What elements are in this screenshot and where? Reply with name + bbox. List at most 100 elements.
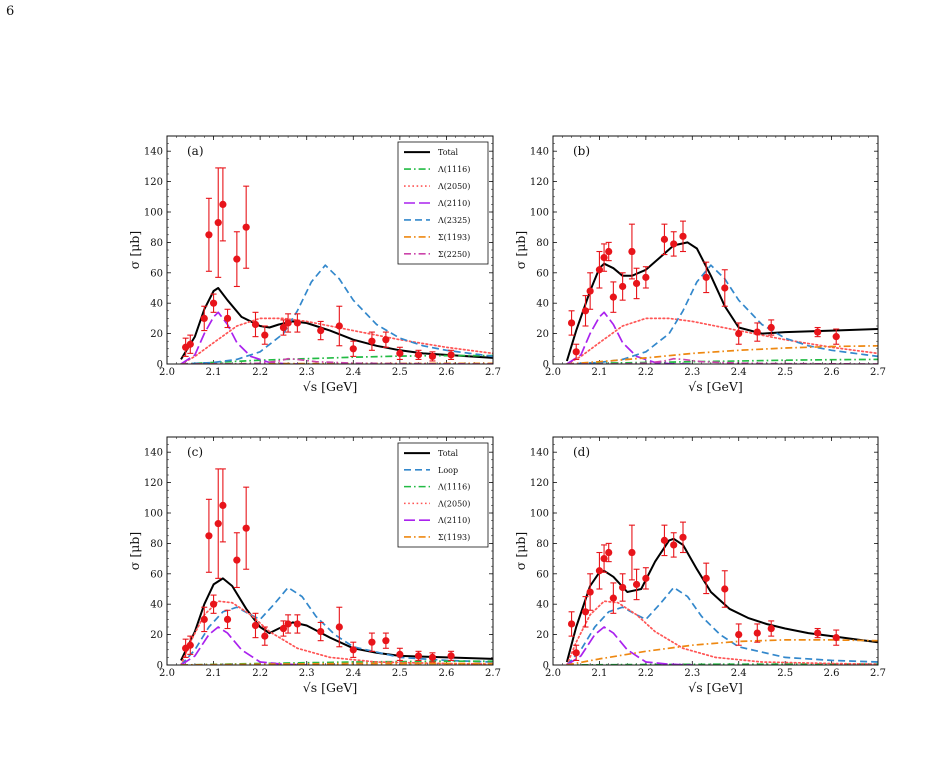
series-line xyxy=(180,660,493,665)
x-tick-label: 2.4 xyxy=(345,668,361,679)
y-tick-label: 20 xyxy=(536,329,549,340)
data-point xyxy=(205,231,213,239)
x-tick-label: 2.3 xyxy=(299,668,315,679)
x-tick-label: 2.5 xyxy=(777,668,793,679)
y-tick-label: 80 xyxy=(150,539,163,550)
data-point xyxy=(214,520,222,528)
x-tick-label: 2.7 xyxy=(870,367,886,378)
data-point xyxy=(293,620,301,628)
data-point xyxy=(284,620,292,628)
data-point xyxy=(581,307,590,315)
series-line xyxy=(180,586,493,665)
data-points xyxy=(567,220,840,360)
y-tick-label: 60 xyxy=(536,268,549,279)
data-point xyxy=(209,299,218,307)
series-line xyxy=(180,354,493,364)
data-point xyxy=(567,319,576,327)
panel-label: (b) xyxy=(573,144,590,158)
x-tick-label: 2.1 xyxy=(591,668,607,679)
y-tick-label: 20 xyxy=(150,329,163,340)
data-point xyxy=(251,621,260,630)
series-line xyxy=(566,639,878,665)
plot-frame xyxy=(166,436,494,666)
series-line xyxy=(566,586,878,665)
data-point xyxy=(660,235,669,243)
data-point xyxy=(219,200,227,208)
data-point xyxy=(284,319,292,327)
y-tick-label: 20 xyxy=(536,630,549,641)
x-tick-label: 2.6 xyxy=(824,367,840,378)
y-tick-label: 0 xyxy=(157,360,163,371)
data-point xyxy=(209,600,218,608)
x-tick-label: 2.1 xyxy=(206,668,222,679)
panel-label: (c) xyxy=(187,445,203,459)
panel-label: (d) xyxy=(573,445,590,459)
x-tick-label: 2.1 xyxy=(591,367,607,378)
data-point xyxy=(223,615,232,624)
curves xyxy=(180,264,493,364)
data-point xyxy=(581,608,590,616)
data-point xyxy=(595,567,604,575)
series-line xyxy=(566,264,878,364)
data-point xyxy=(261,331,269,339)
data-points xyxy=(182,468,455,663)
y-tick-label: 40 xyxy=(150,600,163,611)
data-point xyxy=(670,240,678,248)
y-tick-label: 100 xyxy=(144,208,163,219)
plot-frame xyxy=(552,436,879,666)
data-point xyxy=(721,585,729,593)
data-point xyxy=(396,650,404,658)
data-point xyxy=(609,594,617,602)
data-point xyxy=(317,326,325,335)
data-point xyxy=(428,653,437,662)
y-tick-label: 80 xyxy=(536,238,549,249)
data-point xyxy=(261,632,269,640)
y-axis-label: σ [μb] xyxy=(513,231,528,269)
y-tick-label: 120 xyxy=(144,177,163,188)
data-point xyxy=(605,247,613,256)
series-line xyxy=(566,358,878,364)
y-tick-label: 140 xyxy=(530,448,549,459)
data-point xyxy=(200,314,208,322)
data-point xyxy=(251,320,260,329)
series-line xyxy=(566,311,693,364)
x-tick-label: 2.6 xyxy=(824,668,840,679)
data-point xyxy=(660,536,669,544)
data-point xyxy=(233,556,241,564)
data-point xyxy=(382,637,390,645)
x-tick-label: 2.4 xyxy=(731,668,747,679)
data-point xyxy=(233,255,241,263)
data-point xyxy=(572,348,580,356)
x-axis-label: √s [GeV] xyxy=(303,680,358,695)
data-point xyxy=(279,323,288,332)
x-tick-label: 2.2 xyxy=(252,367,268,378)
x-tick-label: 2.5 xyxy=(392,668,408,679)
series-line xyxy=(181,357,493,364)
data-point xyxy=(572,649,580,657)
y-tick-label: 80 xyxy=(150,238,163,249)
data-point xyxy=(279,624,288,633)
data-point xyxy=(428,352,437,360)
legend-label: Λ(2110) xyxy=(437,199,470,208)
series-line xyxy=(566,626,693,665)
x-tick-label: 2.5 xyxy=(777,367,793,378)
y-tick-label: 120 xyxy=(144,478,163,489)
data-point xyxy=(642,574,650,582)
series-line xyxy=(180,317,493,364)
data-point xyxy=(767,624,775,633)
y-tick-label: 20 xyxy=(150,630,163,641)
y-tick-label: 100 xyxy=(144,509,163,520)
chart-panel-3: 2.0 2.1 2.2 2.3 2.4 2.5 2.6 2.7 0 20 40 60 80 100 120 1… xyxy=(127,436,501,695)
x-tick-label: 2.0 xyxy=(545,367,561,378)
y-tick-label: 60 xyxy=(536,569,549,580)
x-tick-label: 2.4 xyxy=(345,367,361,378)
x-tick-label: 2.4 xyxy=(731,367,747,378)
data-point xyxy=(368,638,376,646)
x-axis-label: √s [GeV] xyxy=(688,680,743,695)
legend-label: Σ(1193) xyxy=(438,233,470,242)
y-tick-label: 120 xyxy=(530,478,549,489)
y-tick-label: 100 xyxy=(530,509,549,520)
y-tick-label: 120 xyxy=(530,177,549,188)
legend-label: Total xyxy=(438,449,459,458)
y-axis-label: σ [μb] xyxy=(127,532,142,570)
